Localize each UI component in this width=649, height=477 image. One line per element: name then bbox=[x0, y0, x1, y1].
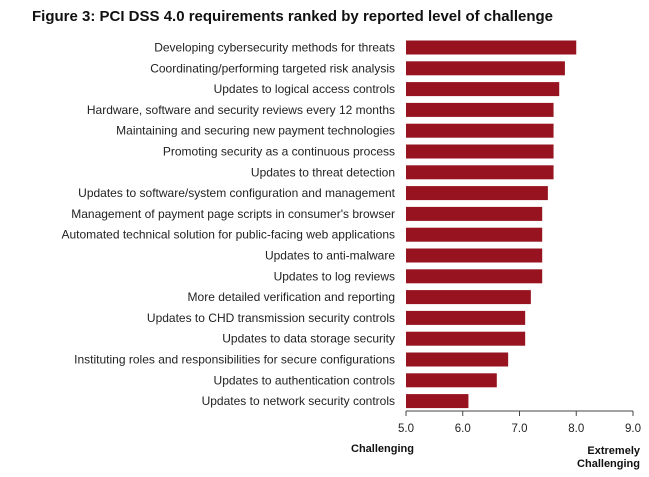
category-label: More detailed verification and reporting bbox=[188, 290, 395, 304]
bar bbox=[406, 290, 531, 305]
bar bbox=[406, 82, 560, 97]
x-axis-left-end-label: Challenging bbox=[351, 443, 414, 455]
category-label: Updates to threat detection bbox=[251, 165, 395, 179]
category-label: Updates to network security controls bbox=[202, 394, 395, 408]
x-tick-label: 8.0 bbox=[568, 423, 584, 435]
bar bbox=[406, 248, 543, 263]
x-tick-label: 9.0 bbox=[625, 423, 641, 435]
category-label: Hardware, software and security reviews … bbox=[87, 103, 395, 117]
bar bbox=[406, 269, 543, 284]
bar bbox=[406, 165, 554, 180]
category-label: Updates to anti-malware bbox=[265, 249, 395, 263]
chart-title: Figure 3: PCI DSS 4.0 requirements ranke… bbox=[32, 8, 553, 25]
bar bbox=[406, 206, 543, 221]
x-axis-ticks: 5.0 6.0 7.0 8.0 9.0 bbox=[398, 411, 641, 435]
category-label: Updates to logical access controls bbox=[214, 82, 395, 96]
category-label: Updates to data storage security bbox=[222, 332, 395, 346]
category-label: Updates to software/system configuration… bbox=[78, 186, 396, 200]
x-tick-label: 6.0 bbox=[455, 423, 471, 435]
bar bbox=[406, 186, 548, 201]
bar bbox=[406, 310, 526, 325]
category-label: Management of payment page scripts in co… bbox=[71, 207, 395, 221]
x-tick-label: 5.0 bbox=[398, 423, 414, 435]
bar bbox=[406, 227, 543, 242]
x-tick-label: 7.0 bbox=[512, 423, 528, 435]
category-label: Instituting roles and responsibilities f… bbox=[74, 353, 395, 367]
category-label: Promoting security as a continuous proce… bbox=[163, 145, 395, 159]
category-label: Developing cybersecurity methods for thr… bbox=[154, 41, 395, 55]
bar bbox=[406, 352, 509, 367]
bar bbox=[406, 144, 554, 159]
category-label: Coordinating/performing targeted risk an… bbox=[150, 61, 395, 75]
category-label: Updates to log reviews bbox=[274, 269, 395, 283]
bar bbox=[406, 40, 577, 55]
bar bbox=[406, 61, 565, 76]
bar bbox=[406, 123, 554, 138]
category-label: Maintaining and securing new payment tec… bbox=[116, 124, 395, 138]
bar bbox=[406, 394, 469, 409]
category-labels: Developing cybersecurity methods for thr… bbox=[61, 41, 395, 409]
category-label: Updates to CHD transmission security con… bbox=[147, 311, 395, 325]
bar bbox=[406, 102, 554, 117]
category-label: Updates to authentication controls bbox=[214, 373, 395, 387]
bar bbox=[406, 331, 526, 346]
bar bbox=[406, 373, 497, 388]
bars-group bbox=[406, 40, 577, 409]
category-label: Automated technical solution for public-… bbox=[61, 228, 395, 242]
x-axis-right-end-label: Extremely Challenging bbox=[577, 445, 641, 470]
